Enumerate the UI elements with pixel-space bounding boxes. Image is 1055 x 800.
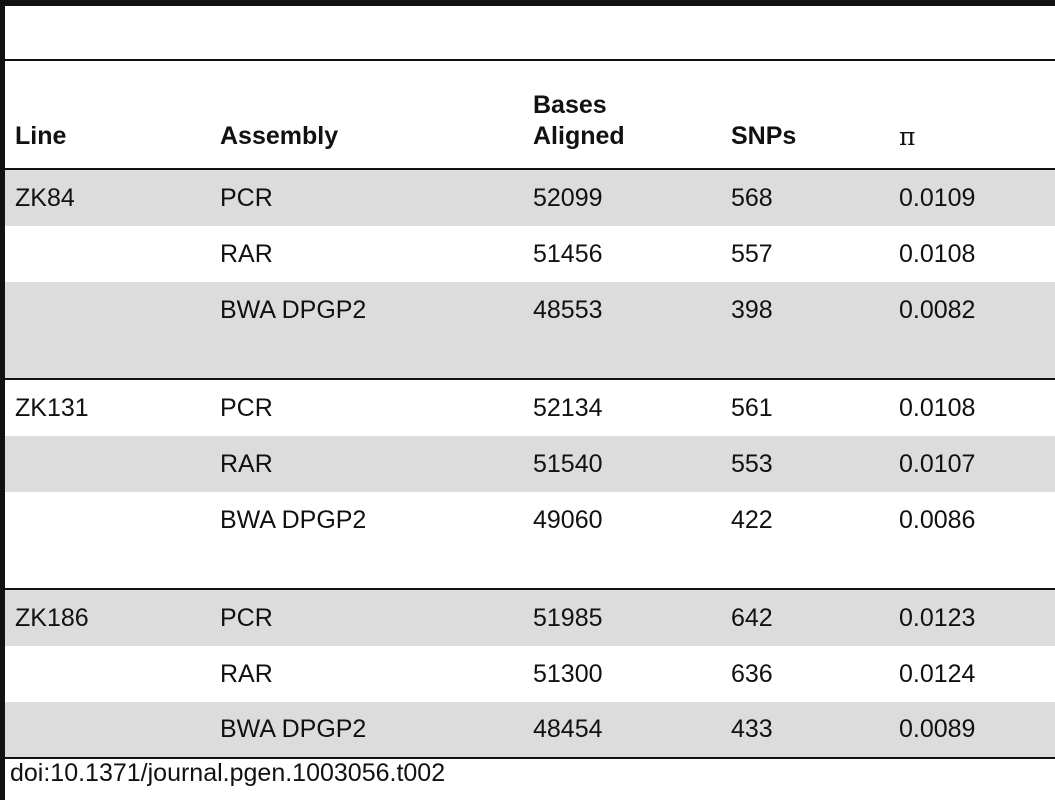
cell-assembly: BWA DPGP2	[210, 282, 523, 380]
cell-pi: 0.0089	[889, 702, 1055, 759]
cell-bases: 51985	[523, 589, 721, 646]
cell-line	[5, 646, 210, 702]
cell-pi: 0.0108	[899, 239, 976, 268]
cell-assembly: BWA DPGP2	[210, 702, 523, 759]
top-border-rule	[5, 0, 1055, 6]
cell-pi: 0.0107	[889, 436, 1055, 492]
table-row: ZK131 PCR 52134 561 0.0108	[5, 379, 1055, 436]
cell-line: ZK186	[5, 589, 210, 646]
table-row: ZK186 PCR 51985 642 0.0123	[5, 589, 1055, 646]
cell-assembly: RAR	[220, 239, 273, 268]
cell-bases: 52134	[533, 393, 603, 422]
cell-bases: 51456	[533, 239, 603, 268]
cell-pi: 0.0109	[889, 169, 1055, 226]
cell-bases: 48553	[523, 282, 721, 380]
cell-pi: 0.0123	[889, 589, 1055, 646]
table-header: Line Assembly Bases Aligned SNPs π	[5, 60, 1055, 169]
doi-footnote: doi:10.1371/journal.pgen.1003056.t002	[10, 759, 446, 787]
header-snps: SNPs	[731, 122, 797, 150]
cell-line	[5, 282, 210, 380]
cell-snps: 398	[721, 282, 889, 380]
header-line: Line	[15, 122, 67, 150]
cell-snps: 433	[721, 702, 889, 759]
table-row: RAR 51540 553 0.0107	[5, 436, 1055, 492]
cell-snps: 553	[721, 436, 889, 492]
table-row: RAR 51300 636 0.0124	[5, 646, 1055, 702]
cell-snps: 561	[731, 393, 773, 422]
cell-snps: 568	[721, 169, 889, 226]
table-row: BWA DPGP2 48553 398 0.0082	[5, 282, 1055, 380]
cell-bases: 51300	[533, 659, 603, 688]
left-border-rule	[0, 0, 5, 800]
table-row: ZK84 PCR 52099 568 0.0109	[5, 169, 1055, 226]
assembly-comparison-table: Line Assembly Bases Aligned SNPs π ZK84 …	[5, 59, 1055, 759]
cell-line	[5, 702, 210, 759]
cell-line	[5, 436, 210, 492]
header-assembly: Assembly	[220, 122, 339, 150]
data-table-container: Line Assembly Bases Aligned SNPs π ZK84 …	[5, 59, 1055, 759]
cell-assembly: RAR	[210, 436, 523, 492]
cell-snps: 642	[721, 589, 889, 646]
cell-line: ZK84	[5, 169, 210, 226]
table-body: ZK84 PCR 52099 568 0.0109 RAR 51456 557 …	[5, 169, 1055, 759]
cell-bases: 48454	[523, 702, 721, 759]
cell-assembly: BWA DPGP2	[210, 492, 523, 590]
cell-snps: 636	[731, 659, 773, 688]
cell-bases: 52099	[523, 169, 721, 226]
table-row: RAR 51456 557 0.0108	[5, 226, 1055, 282]
header-row: Line Assembly Bases Aligned SNPs π	[5, 60, 1055, 169]
cell-line	[5, 226, 210, 282]
cell-bases: 51540	[523, 436, 721, 492]
cell-snps: 557	[731, 239, 773, 268]
cell-assembly: PCR	[210, 589, 523, 646]
table-row: BWA DPGP2 49060 422 0.0086	[5, 492, 1055, 590]
table-row: BWA DPGP2 48454 433 0.0089	[5, 702, 1055, 759]
cell-pi: 0.0082	[889, 282, 1055, 380]
cell-line	[5, 492, 210, 590]
cell-snps: 422	[721, 492, 889, 590]
cell-assembly: RAR	[220, 659, 273, 688]
cell-assembly: PCR	[220, 393, 273, 422]
cell-pi: 0.0108	[899, 393, 976, 422]
cell-bases: 49060	[523, 492, 721, 590]
cell-pi: 0.0086	[889, 492, 1055, 590]
cell-assembly: PCR	[210, 169, 523, 226]
cell-pi: 0.0124	[899, 659, 976, 688]
header-pi: π	[899, 122, 916, 151]
cell-line: ZK131	[15, 393, 89, 422]
header-bases-aligned: Bases Aligned	[533, 91, 625, 150]
